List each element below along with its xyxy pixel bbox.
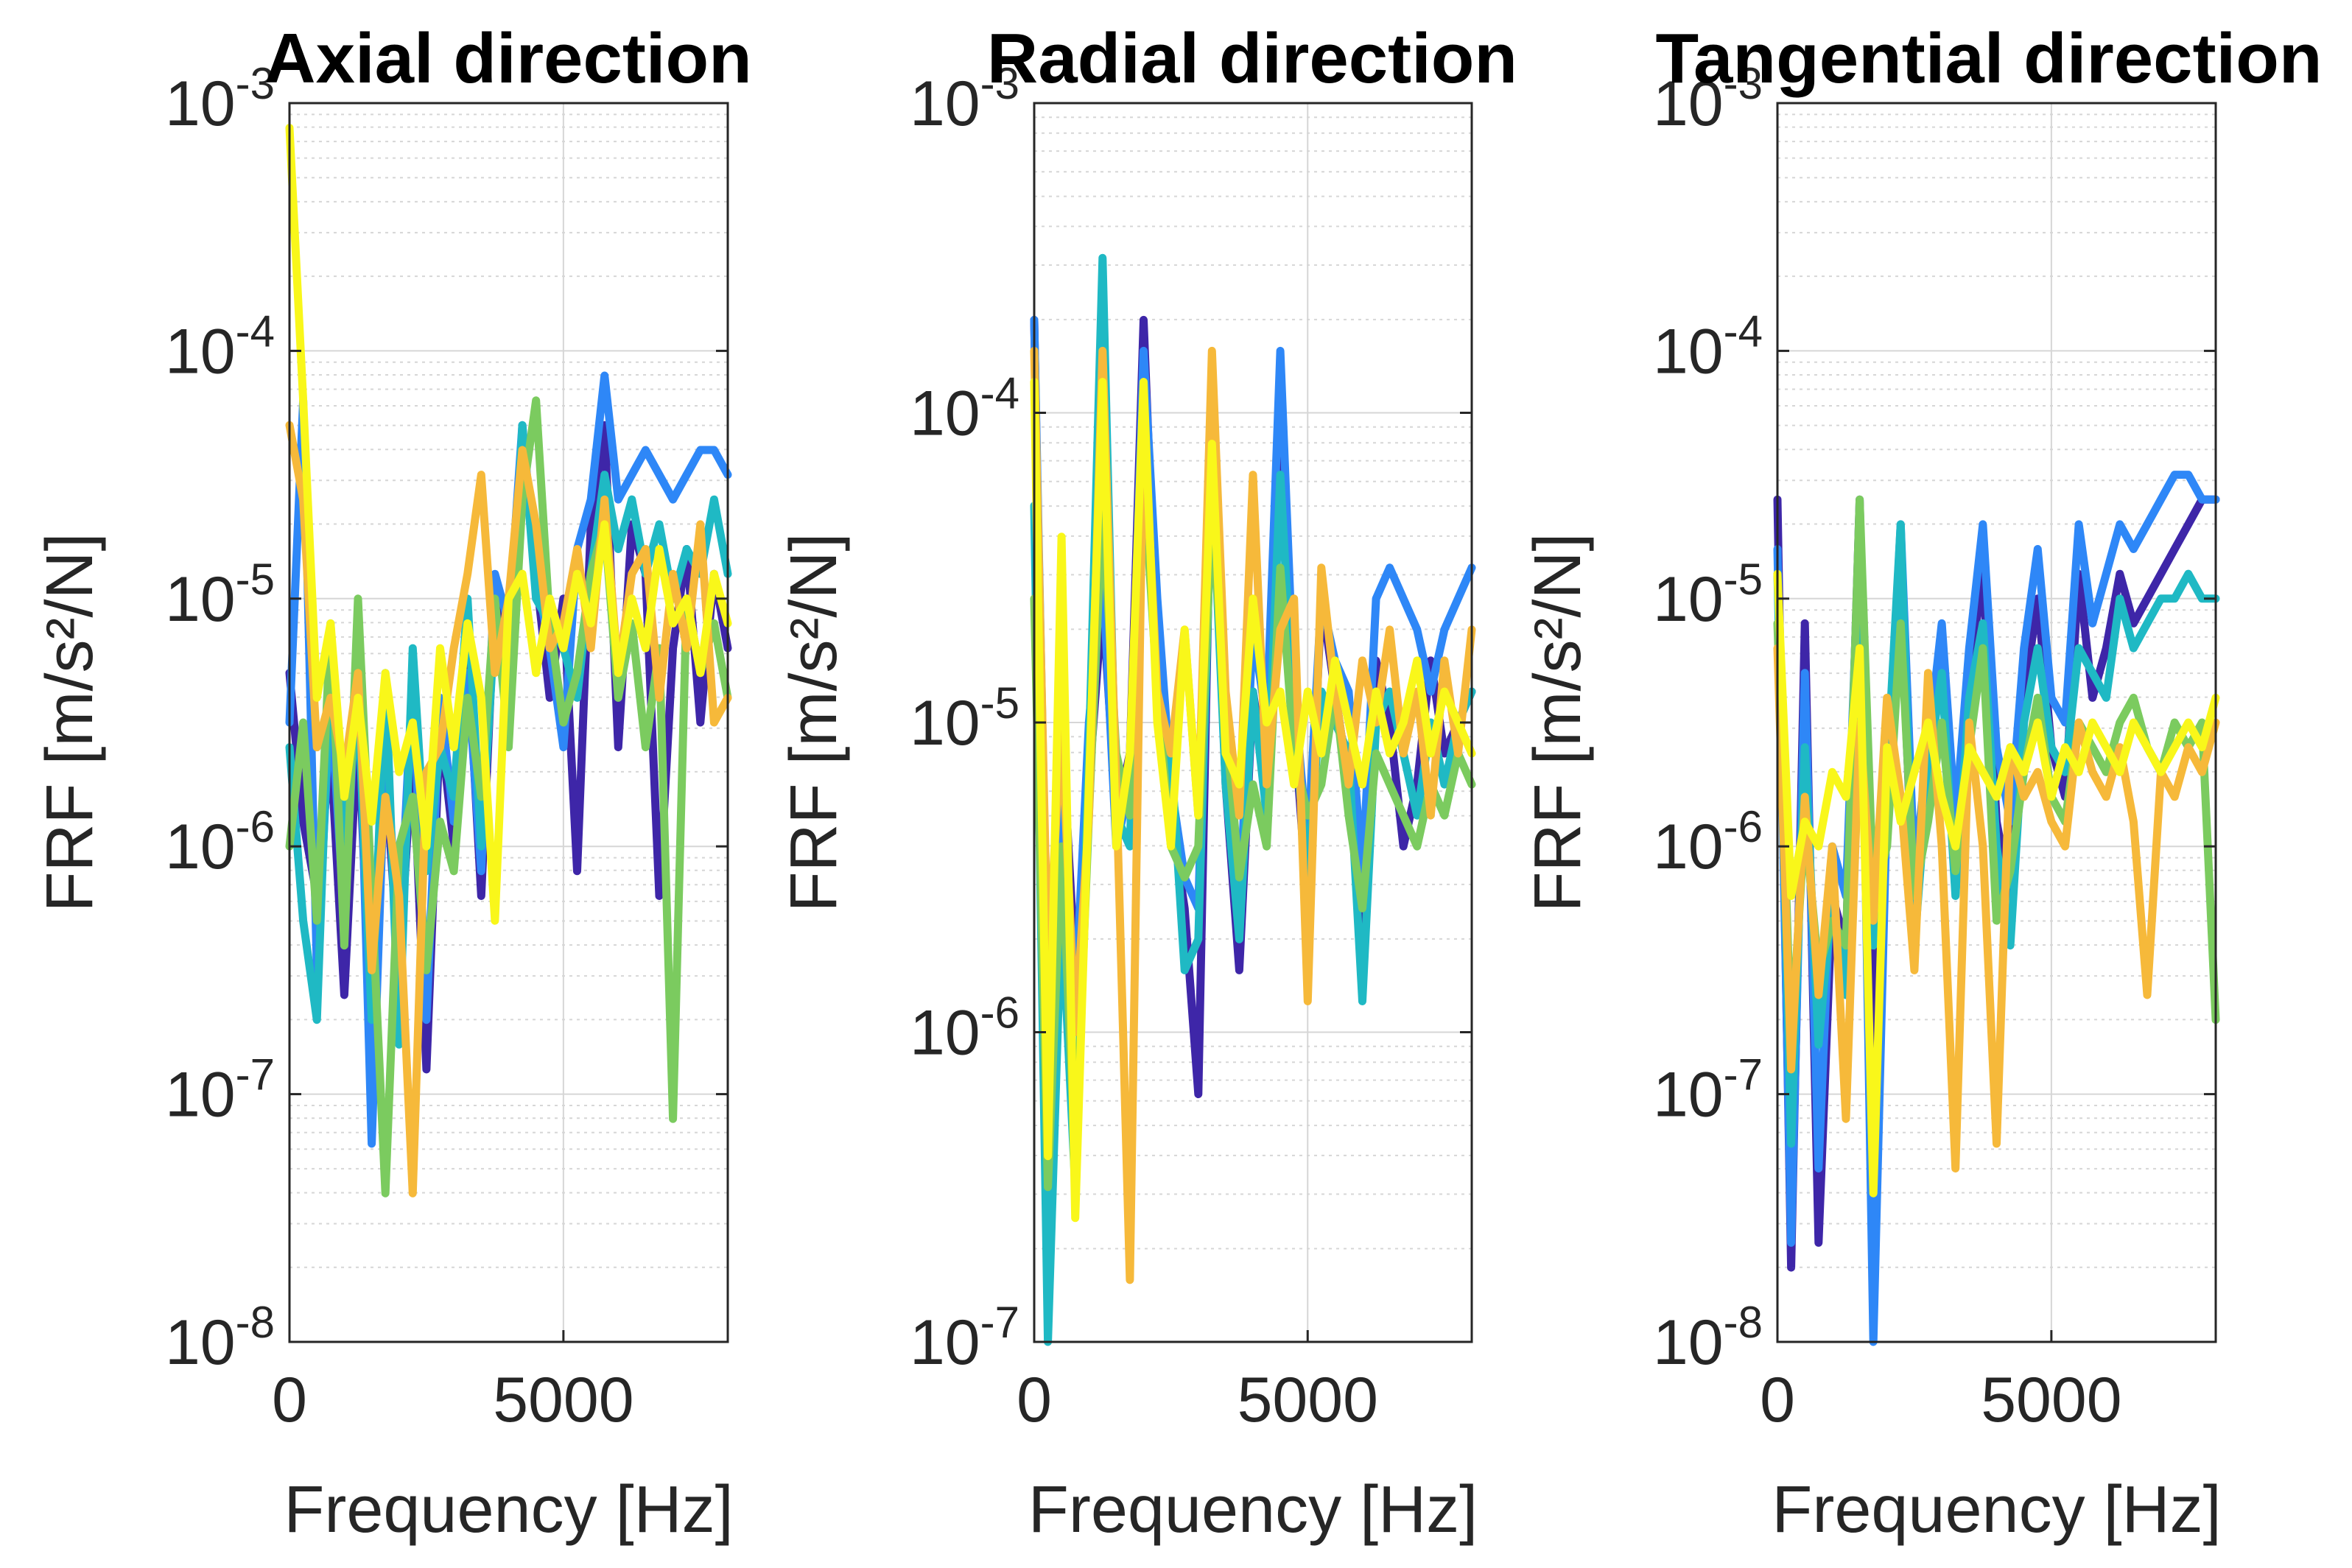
x-axis-label: Frequency [Hz] bbox=[284, 1473, 733, 1547]
x-tick-label: 5000 bbox=[1238, 1365, 1378, 1435]
y-tick-label: 10-8 bbox=[165, 1298, 275, 1378]
series-line-s6 bbox=[285, 124, 732, 925]
y-tick-label: 10-3 bbox=[1653, 59, 1763, 139]
y-tick-label: 10-4 bbox=[1653, 306, 1763, 387]
series-group bbox=[1773, 471, 2220, 1346]
series-group bbox=[285, 124, 732, 1198]
panel-radial: 10-7 10-6 10-5 10-4 10-3 0 5000 Radial directio… bbox=[777, 19, 1517, 1547]
panel-axial: 10-8 10-7 10-6 10-5 10-4 10-3 0 5000 Axial direc… bbox=[33, 19, 752, 1547]
series-line-s6 bbox=[1030, 378, 1476, 1223]
y-tick-label: 10-6 bbox=[165, 802, 275, 882]
x-tick-label: 5000 bbox=[493, 1365, 633, 1435]
y-tick-label: 10-3 bbox=[165, 59, 275, 139]
y-tick-label: 10-6 bbox=[910, 988, 1019, 1069]
y-tick-label: 10-5 bbox=[1653, 555, 1763, 635]
series-line-s5 bbox=[1773, 644, 2220, 1173]
x-axis-label: Frequency [Hz] bbox=[1772, 1473, 2221, 1547]
y-tick-label: 10-7 bbox=[910, 1298, 1019, 1378]
panel-tangential: 10-8 10-7 10-6 10-5 10-4 10-3 0 5000 Tangential … bbox=[1521, 19, 2322, 1547]
y-tick-label: 10-7 bbox=[1653, 1050, 1763, 1131]
y-tick-label: 10-7 bbox=[165, 1050, 275, 1131]
y-axis-label: FRF [m/s²/N] bbox=[777, 533, 851, 913]
y-tick-label: 10-3 bbox=[910, 59, 1019, 139]
axes-frame bbox=[1776, 102, 2217, 1343]
y-tick-label: 10-4 bbox=[910, 369, 1019, 449]
x-tick-label: 0 bbox=[272, 1365, 307, 1435]
x-tick-label: 0 bbox=[1017, 1365, 1052, 1435]
series-line-s6 bbox=[1773, 569, 2220, 1198]
axes-frame bbox=[288, 102, 729, 1343]
series-group bbox=[1030, 253, 1476, 1346]
y-tick-label: 10-5 bbox=[910, 678, 1019, 759]
y-tick-label: 10-8 bbox=[1653, 1298, 1763, 1378]
y-tick-label: 10-5 bbox=[165, 555, 275, 635]
chart-title: Axial direction bbox=[264, 19, 752, 98]
x-tick-label: 0 bbox=[1760, 1365, 1795, 1435]
x-tick-label: 5000 bbox=[1981, 1365, 2121, 1435]
chart-title: Tangential direction bbox=[1656, 19, 2323, 98]
y-axis-label: FRF [m/s²/N] bbox=[1521, 533, 1595, 913]
y-axis-label: FRF [m/s²/N] bbox=[33, 533, 107, 913]
y-tick-label: 10-4 bbox=[165, 306, 275, 387]
y-tick-label: 10-6 bbox=[1653, 802, 1763, 882]
chart-title: Radial direction bbox=[987, 19, 1517, 98]
x-axis-label: Frequency [Hz] bbox=[1028, 1473, 1478, 1547]
